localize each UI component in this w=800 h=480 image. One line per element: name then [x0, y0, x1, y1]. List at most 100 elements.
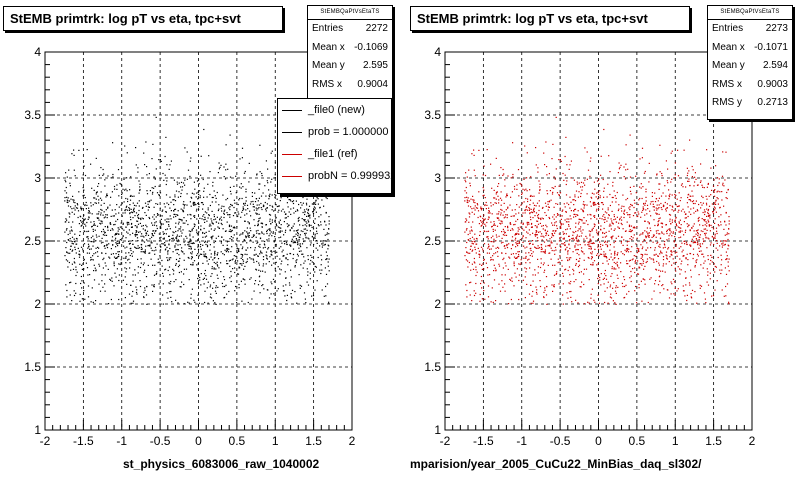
scatter-point [652, 234, 655, 236]
scatter-point [545, 205, 547, 207]
scatter-point [328, 258, 330, 260]
scatter-point [537, 272, 539, 274]
scatter-point [568, 224, 570, 226]
scatter-point [500, 220, 502, 222]
scatter-point [613, 246, 615, 248]
scatter-point [612, 196, 614, 199]
scatter-point [324, 234, 326, 236]
scatter-point [567, 297, 569, 299]
scatter-point [287, 215, 289, 218]
scatter-point [490, 163, 492, 165]
scatter-point [507, 207, 509, 209]
scatter-point [315, 240, 318, 242]
scatter-point [513, 263, 515, 265]
scatter-point [491, 258, 493, 261]
scatter-point [177, 240, 179, 243]
scatter-point [204, 221, 206, 223]
scatter-point [196, 233, 198, 235]
scatter-point [629, 206, 631, 208]
scatter-point [195, 210, 198, 212]
scatter-point [593, 204, 595, 206]
scatter-point [104, 185, 106, 187]
scatter-point [598, 203, 600, 205]
scatter-point [302, 196, 304, 199]
scatter-point [514, 188, 516, 190]
scatter-point [136, 247, 138, 249]
scatter-point [312, 211, 314, 213]
scatter-point [565, 211, 567, 213]
scatter-point [79, 254, 81, 256]
scatter-point [670, 281, 672, 283]
scatter-point [612, 235, 614, 237]
scatter-point [254, 247, 256, 249]
scatter-point [202, 215, 204, 217]
scatter-point [723, 240, 725, 242]
scatter-point [106, 245, 108, 247]
scatter-point [299, 234, 301, 236]
scatter-point [242, 209, 244, 211]
scatter-point [603, 214, 605, 216]
scatter-point [280, 227, 282, 229]
scatter-point [327, 238, 329, 241]
scatter-point [507, 206, 509, 208]
scatter-point [594, 204, 596, 206]
scatter-point [229, 265, 231, 267]
scatter-point [212, 235, 214, 237]
scatter-point [591, 264, 593, 266]
scatter-point [581, 220, 583, 222]
scatter-point [241, 300, 243, 302]
scatter-point [266, 258, 268, 260]
scatter-point [561, 215, 563, 217]
scatter-point [543, 296, 545, 299]
scatter-point [490, 237, 492, 239]
scatter-point [67, 260, 69, 262]
scatter-point [644, 214, 646, 216]
scatter-point [280, 246, 282, 248]
scatter-point [590, 297, 592, 299]
scatter-point [157, 258, 159, 260]
scatter-point [100, 208, 102, 211]
scatter-point [303, 228, 305, 230]
scatter-point [237, 249, 240, 251]
scatter-point [256, 242, 258, 244]
scatter-point [240, 183, 242, 185]
scatter-point [560, 215, 562, 217]
scatter-point [590, 157, 592, 159]
scatter-point [635, 255, 637, 257]
scatter-point [654, 283, 656, 285]
scatter-point [193, 223, 195, 225]
scatter-point [144, 287, 146, 289]
scatter-point [698, 250, 701, 252]
scatter-point [125, 188, 127, 190]
scatter-point [255, 207, 257, 209]
scatter-point [540, 251, 542, 253]
scatter-point [271, 219, 273, 221]
scatter-point [654, 201, 657, 203]
scatter-point [544, 252, 546, 254]
scatter-point [126, 283, 128, 285]
scatter-point [577, 230, 579, 232]
scatter-point [487, 243, 490, 245]
scatter-point [467, 239, 470, 241]
scatter-point [164, 269, 166, 271]
scatter-point [113, 285, 115, 287]
scatter-point [190, 214, 192, 216]
scatter-point [687, 206, 689, 208]
scatter-point [297, 244, 299, 246]
scatter-point [605, 278, 608, 280]
scatter-point [671, 178, 673, 180]
scatter-point [146, 226, 148, 228]
scatter-point [106, 193, 108, 195]
scatter-point [526, 246, 528, 248]
scatter-point [252, 200, 254, 203]
scatter-point [488, 207, 490, 209]
scatter-point [297, 243, 299, 245]
scatter-point [570, 296, 572, 298]
scatter-point [569, 196, 571, 198]
scatter-point [594, 188, 596, 190]
scatter-point [553, 286, 555, 288]
scatter-point [326, 197, 328, 200]
scatter-point [164, 249, 166, 251]
scatter-point [191, 228, 193, 230]
scatter-point [183, 201, 185, 203]
